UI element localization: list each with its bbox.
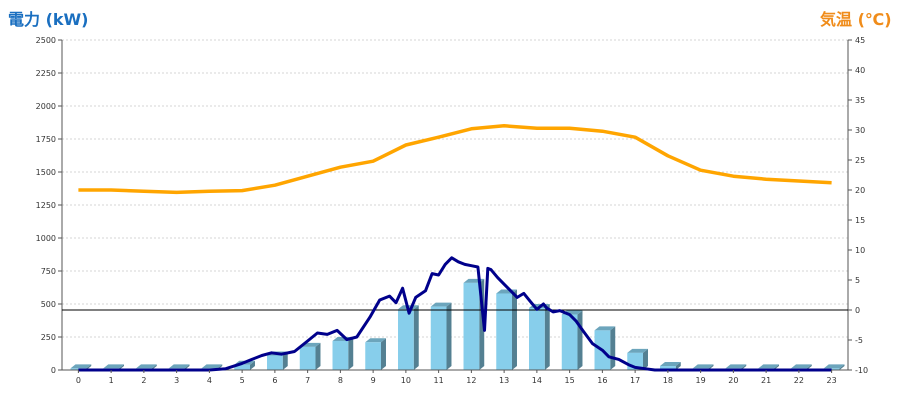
x-axis-tick-label: 18: [663, 376, 673, 385]
bar: [529, 307, 545, 370]
bar-top: [594, 326, 616, 331]
right-axis-tick-label: 45: [855, 36, 865, 45]
bar: [398, 309, 414, 370]
x-axis-tick-label: 15: [565, 376, 575, 385]
x-axis-tick-label: 2: [141, 376, 146, 385]
bar: [561, 314, 578, 370]
right-axis-tick-label: 25: [855, 156, 865, 165]
x-axis-tick-label: 11: [434, 376, 444, 385]
bar: [430, 306, 447, 370]
right-axis-tick-label: 20: [855, 186, 865, 195]
right-axis-tick-label: 5: [855, 276, 860, 285]
left-axis-tick-label: 1000: [36, 234, 56, 243]
x-axis-tick-label: 20: [728, 376, 738, 385]
right-axis-tick-label: -10: [855, 366, 868, 375]
left-axis-tick-label: 250: [41, 333, 56, 342]
bar-top: [70, 364, 92, 369]
x-axis-tick-label: 16: [597, 376, 607, 385]
left-axis-tick-label: 1750: [36, 135, 56, 144]
bar-top: [758, 364, 779, 369]
x-axis-tick-label: 14: [532, 376, 542, 385]
bar: [660, 366, 676, 370]
x-axis-tick-label: 22: [794, 376, 804, 385]
bar: [365, 342, 381, 370]
bar-side: [511, 289, 517, 370]
bar: [463, 282, 480, 370]
right-axis-tick-label: -5: [855, 336, 863, 345]
right-axis-tick-label: 30: [855, 126, 865, 135]
right-axis-tick-label: 15: [855, 216, 865, 225]
bar-top: [823, 364, 845, 369]
right-axis-tick-label: 35: [855, 96, 865, 105]
bar-side: [642, 348, 648, 370]
bar-side: [839, 364, 845, 370]
right-axis-tick-label: 0: [855, 306, 860, 315]
left-axis-tick-label: 2250: [36, 69, 56, 78]
x-axis-tick-label: 8: [338, 376, 343, 385]
bar-side: [577, 310, 583, 370]
bar: [267, 355, 283, 370]
bar-side: [446, 302, 452, 370]
bar-top: [430, 302, 452, 307]
right-axis-tick-label: 40: [855, 66, 865, 75]
bar-top: [168, 364, 190, 369]
x-axis-tick-label: 7: [305, 376, 310, 385]
x-axis-tick-label: 10: [401, 376, 411, 385]
x-axis-tick-label: 17: [630, 376, 640, 385]
left-axis-tick-label: 0: [51, 366, 56, 375]
bar-side: [380, 338, 386, 370]
x-axis-tick-label: 23: [827, 376, 837, 385]
power-line: [78, 256, 832, 372]
right-axis-tick-label: 10: [855, 246, 865, 255]
left-axis-tick-label: 2500: [36, 36, 56, 45]
bar-top: [725, 364, 747, 369]
bar-top: [692, 364, 714, 369]
bar-side: [610, 326, 616, 370]
x-axis-tick-label: 0: [76, 376, 81, 385]
bar-top: [136, 364, 157, 369]
bar: [823, 368, 840, 370]
temperature-line: [78, 124, 832, 195]
left-axis-tick-label: 1250: [36, 201, 56, 210]
left-axis-tick-label: 2000: [36, 102, 56, 111]
bar-top: [660, 362, 681, 367]
left-axis-tick-label: 1500: [36, 168, 56, 177]
right-axis-title: 気温 (℃): [820, 10, 892, 29]
left-axis-tick-label: 500: [41, 300, 56, 309]
bar: [496, 293, 512, 370]
x-axis-tick-label: 5: [240, 376, 245, 385]
bar-side: [544, 303, 550, 370]
x-axis-tick-label: 13: [499, 376, 509, 385]
bar-side: [413, 305, 419, 370]
x-axis-tick-label: 19: [696, 376, 706, 385]
bar: [234, 364, 250, 370]
bar-top: [791, 364, 812, 369]
bar-side: [675, 362, 681, 370]
bar-side: [348, 336, 354, 370]
bar-top: [365, 338, 386, 343]
bar: [70, 368, 87, 370]
bar-side: [315, 342, 321, 370]
x-axis-tick-label: 12: [466, 376, 476, 385]
x-axis-tick-label: 21: [761, 376, 771, 385]
x-axis-tick-label: 1: [109, 376, 114, 385]
bar-top: [627, 348, 648, 353]
bar-side: [249, 360, 255, 370]
x-axis-tick-label: 6: [272, 376, 277, 385]
bar-top: [103, 364, 124, 369]
bar: [299, 346, 316, 370]
x-axis-tick-label: 3: [174, 376, 179, 385]
bar-top: [201, 364, 223, 369]
bar-side: [282, 351, 288, 370]
x-axis-tick-label: 4: [207, 376, 212, 385]
bar: [332, 340, 349, 370]
x-axis-tick-label: 9: [371, 376, 376, 385]
left-axis-title: 電力 (kW): [8, 10, 89, 29]
left-axis-tick-label: 750: [41, 267, 56, 276]
